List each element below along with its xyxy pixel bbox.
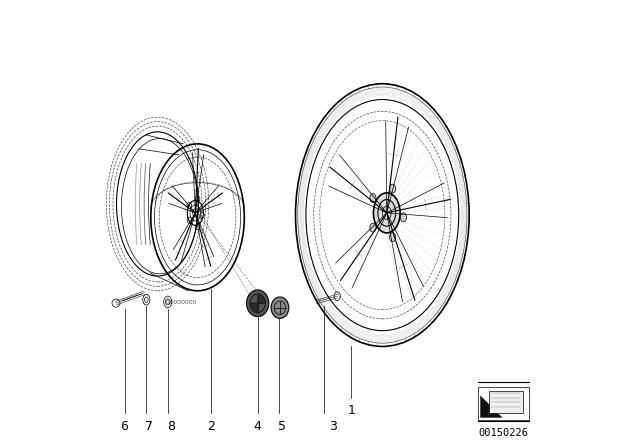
Text: 6: 6: [120, 420, 128, 433]
Ellipse shape: [390, 233, 396, 241]
Polygon shape: [489, 391, 523, 413]
Ellipse shape: [271, 297, 289, 319]
Ellipse shape: [401, 213, 406, 222]
Text: 00150226: 00150226: [479, 428, 529, 438]
Ellipse shape: [246, 290, 269, 317]
Text: 7: 7: [145, 420, 152, 433]
Text: 3: 3: [330, 420, 337, 433]
Polygon shape: [250, 303, 258, 313]
Ellipse shape: [370, 194, 376, 202]
Text: 4: 4: [253, 420, 262, 433]
Text: 1: 1: [348, 404, 355, 418]
Polygon shape: [480, 396, 502, 418]
Ellipse shape: [373, 193, 400, 233]
Bar: [478, 387, 529, 420]
Polygon shape: [258, 294, 265, 303]
Ellipse shape: [370, 223, 376, 232]
Text: 2: 2: [207, 420, 215, 433]
Text: 5: 5: [278, 420, 286, 433]
Text: 8: 8: [167, 420, 175, 433]
Ellipse shape: [390, 184, 396, 193]
